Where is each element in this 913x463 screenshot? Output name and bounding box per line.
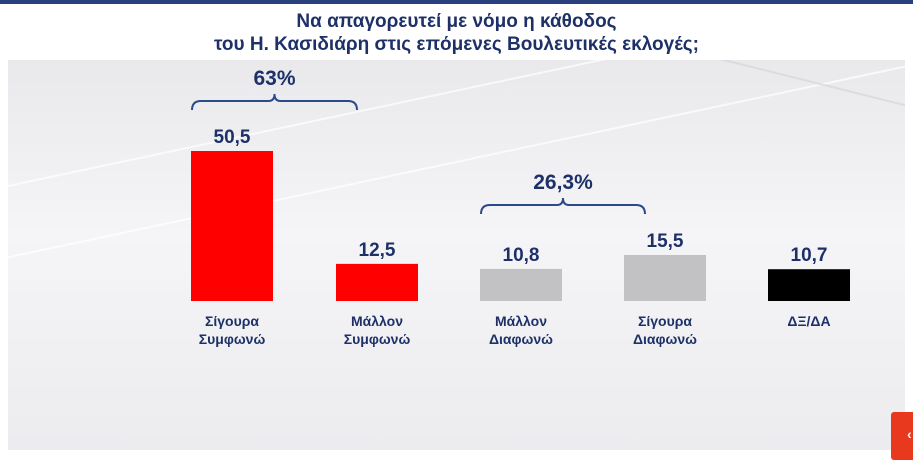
bar	[191, 151, 273, 301]
category-label: Μάλλον	[495, 313, 547, 329]
category-label: ΔΞ/ΔΑ	[787, 313, 830, 329]
top-accent-line	[0, 0, 913, 4]
title-line-2: του Η. Κασιδιάρη στις επόμενες Βουλευτικ…	[213, 34, 700, 55]
corner-logo-tab: ‹	[891, 412, 913, 460]
data-label: 10,8	[503, 245, 540, 266]
group-total-label: 26,3%	[533, 171, 593, 194]
category-label: Μάλλον	[351, 313, 403, 329]
category-label: Σίγουρα	[205, 313, 259, 329]
category-label: Συμφωνώ	[344, 331, 411, 347]
corner-logo-mark: ‹	[907, 426, 912, 442]
group-total-label: 63%	[253, 67, 295, 90]
category-label: Διαφωνώ	[489, 331, 553, 347]
bar	[480, 268, 562, 301]
bar	[624, 254, 706, 301]
bar	[768, 269, 850, 301]
data-label: 10,7	[791, 245, 828, 266]
data-label: 50,5	[214, 127, 251, 148]
group-brace	[191, 93, 358, 111]
data-label: 15,5	[647, 231, 684, 252]
category-label: Σίγουρα	[638, 313, 692, 329]
chart-panel	[8, 60, 905, 450]
category-label: Συμφωνώ	[199, 331, 266, 347]
group-brace	[480, 197, 646, 215]
data-label: 12,5	[359, 240, 396, 261]
category-label: Διαφωνώ	[633, 331, 697, 347]
title-line-1: Να απαγορευτεί με νόμο η κάθοδος	[296, 11, 617, 32]
chart-title: Να απαγορευτεί με νόμο η κάθοδος του Η. …	[0, 4, 913, 58]
bar	[336, 263, 418, 301]
